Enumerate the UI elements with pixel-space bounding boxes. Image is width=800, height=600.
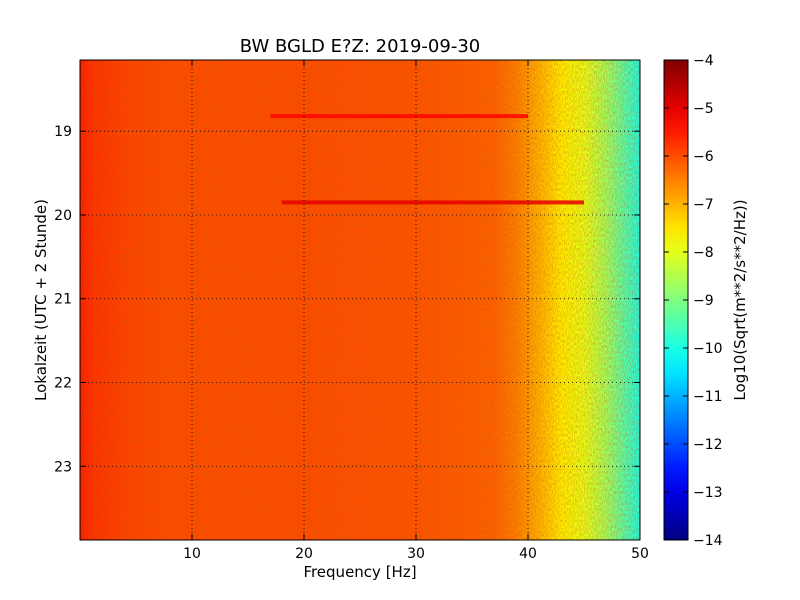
colorbar-tick-label: −11 xyxy=(693,389,723,405)
colorbar: −4 −5 −6 −7 −8 −9 −10 −11 −12 −13 −14 Log10(Sqrt(m… xyxy=(663,53,749,549)
y-tick-label: 21 xyxy=(54,292,72,308)
spectral-line xyxy=(281,200,584,205)
x-tick-label: 10 xyxy=(183,546,201,562)
spectral-line-features xyxy=(270,114,584,205)
colorbar-label: Log10(Sqrt(m**2/s**2/Hz)) xyxy=(731,199,749,400)
colorbar-tick-label: −8 xyxy=(693,245,714,261)
colorbar-tick-label: −5 xyxy=(693,101,714,117)
colorbar-tick-label: −6 xyxy=(693,149,714,165)
colorbar-tick-label: −9 xyxy=(693,293,714,309)
y-tick-label: 20 xyxy=(54,208,72,224)
plot-area: 10 20 30 40 50 19 20 21 22 23 xyxy=(54,59,649,562)
colorbar-tick-label: −14 xyxy=(693,533,723,549)
plot-frame xyxy=(79,59,641,541)
colorbar-tick-label: −7 xyxy=(693,197,714,213)
x-tick-label: 50 xyxy=(631,546,649,562)
colorbar-tick-label: −4 xyxy=(693,53,714,69)
colorbar-tick-label: −13 xyxy=(693,485,723,501)
spectrogram-noise xyxy=(80,60,640,540)
x-tick-label: 30 xyxy=(407,546,425,562)
chart-title: BW BGLD E?Z: 2019-09-30 xyxy=(240,36,480,57)
x-axis-ticks: 10 20 30 40 50 xyxy=(183,60,649,562)
y-axis-label: Lokalzeit (UTC + 2 Stunde) xyxy=(32,199,50,401)
y-tick-label: 23 xyxy=(54,459,72,475)
x-tick-label: 20 xyxy=(295,546,313,562)
y-tick-label: 19 xyxy=(54,124,72,140)
colorbar-tick-label: −12 xyxy=(693,437,723,453)
y-tick-label: 22 xyxy=(54,376,72,392)
colorbar-tick-label: −10 xyxy=(693,341,723,357)
x-axis-label: Frequency [Hz] xyxy=(303,563,416,581)
y-axis-ticks: 19 20 21 22 23 xyxy=(54,124,640,475)
spectral-line xyxy=(270,114,528,119)
colorbar-ticks: −4 −5 −6 −7 −8 −9 −10 −11 −12 −13 −14 xyxy=(664,53,723,549)
x-tick-label: 40 xyxy=(519,546,537,562)
